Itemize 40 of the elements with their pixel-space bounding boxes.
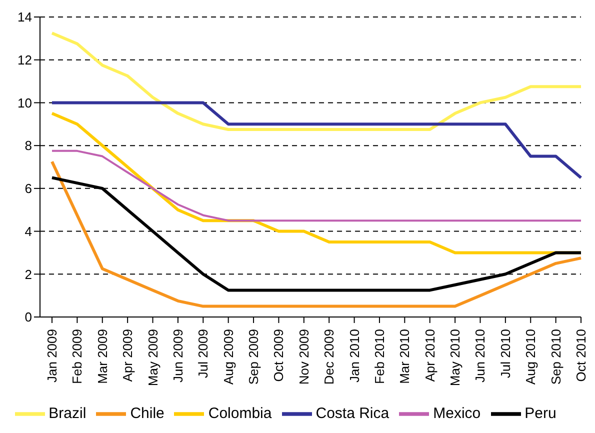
- legend-label: Mexico: [433, 404, 481, 422]
- y-tick-label: 10: [18, 95, 32, 110]
- x-tick-label: Dec 2009: [322, 329, 337, 385]
- x-tick-label: Aug 2010: [523, 329, 538, 385]
- legend-label: Chile: [130, 404, 164, 422]
- x-tick-label: Mar 2010: [397, 329, 412, 384]
- x-tick-label: Nov 2009: [296, 329, 312, 385]
- x-tick-label: Jan 2010: [346, 329, 362, 382]
- x-tick-label: Jun 2010: [472, 329, 488, 382]
- x-tick-label: Feb 2010: [372, 329, 387, 384]
- x-tick-label: Mar 2009: [94, 329, 110, 384]
- legend-label: Brazil: [48, 404, 86, 422]
- x-tick-label: Jul 2010: [498, 329, 513, 378]
- x-tick-label: Sep 2009: [246, 329, 262, 385]
- y-tick-label: 2: [24, 266, 32, 282]
- x-tick-label: Jun 2009: [170, 329, 186, 382]
- y-tick-label: 6: [24, 181, 32, 196]
- line-series: [51, 150, 582, 222]
- y-tick-label: 4: [24, 224, 32, 239]
- legend-label: Colombia: [208, 404, 272, 422]
- x-tick-label: Feb 2009: [70, 329, 85, 384]
- y-tick-label: 0: [24, 310, 32, 325]
- y-tick-label: 14: [18, 10, 32, 25]
- x-tick-label: Sep 2010: [548, 329, 564, 385]
- x-tick-label: Apr 2009: [120, 329, 136, 382]
- line-series: [50, 101, 582, 180]
- x-tick-label: May 2010: [448, 329, 463, 386]
- x-tick-label: May 2009: [145, 329, 160, 386]
- line-series: [50, 32, 582, 131]
- x-tick-label: Aug 2009: [220, 329, 236, 385]
- line-series: [50, 160, 582, 308]
- x-tick-label: Jul 2009: [196, 329, 211, 378]
- x-tick-label: Apr 2010: [422, 329, 438, 382]
- x-tick-label: Oct 2009: [271, 329, 286, 382]
- legend-label: Costa Rica: [316, 404, 390, 422]
- x-tick-label: Oct 2010: [574, 329, 588, 382]
- x-tick-label: Jan 2009: [44, 329, 60, 382]
- y-tick-label: 12: [18, 52, 32, 68]
- legend-label: Peru: [524, 404, 556, 422]
- y-tick-label: 8: [24, 138, 32, 154]
